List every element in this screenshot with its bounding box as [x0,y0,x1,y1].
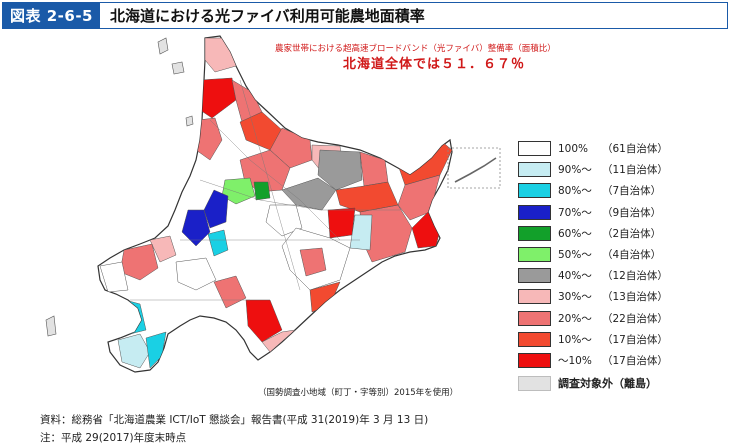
region-okhotsk-grey [317,149,363,191]
legend-item: 80%～ （7自治体） [518,180,723,201]
rishiri-island [171,61,185,75]
legend-swatch [518,162,551,178]
legend-label: 50%～ [558,249,592,262]
legend-item: 50%～ （4自治体） [518,244,723,265]
region-iburi [175,257,217,291]
legend-count: （17自治体） [602,333,668,346]
legend-count: （13自治体） [602,291,668,304]
region-oshima-north [99,261,129,293]
legend-swatch [518,141,551,157]
legend-item: 70%～ （9自治体） [518,202,723,223]
region-ishikari-blue [181,209,211,247]
legend-label: 30%～ [558,291,592,304]
region-abashiri-red [327,207,356,239]
legend-swatch [518,247,551,263]
region-okhotsk-east [359,151,389,187]
legend-count: （7自治体） [602,185,662,198]
legend-swatch [518,183,551,199]
legend-label: 60%～ [558,227,592,240]
legend-count: （61自治体） [602,143,668,156]
legend-swatch [518,204,551,220]
legend-item: 30%～ （13自治体） [518,286,723,307]
legend-label: 調査対象外（離島） [558,377,657,391]
region-shiribeshi-red [149,235,177,263]
region-furano [265,204,303,237]
rebun-island [157,37,169,55]
legend-swatch [518,310,551,326]
legend-item: 60%～ （2自治体） [518,223,723,244]
region-akan [349,214,373,251]
legend-count: （12自治体） [602,270,668,283]
region-hakodate [117,333,151,369]
legend-swatch [518,225,551,241]
region-tokachi-red [299,247,327,277]
legend-swatch [518,352,551,368]
legend-label: 80%～ [558,185,592,198]
legend-count: （17自治体） [602,354,668,367]
hokkaido-map [45,35,501,373]
figure-title-bar: 図表 2-6-5 北海道における光ファイバ利用可能農地面積率 [2,2,728,29]
legend-item: 90%～ （11自治体） [518,159,723,180]
legend-item: 10%～ （17自治体） [518,329,723,350]
map-note: （国勢調査小地域（町丁・字等別）2015年を使用） [258,388,459,398]
region-sorachi-darkgreen [253,181,271,201]
region-sorachi-green [221,177,256,205]
legend-swatch [518,268,551,284]
kuril-inset [447,147,501,189]
legend-count: （2自治体） [602,227,662,240]
map-subtitle: 農家世帯における超高速ブロードバンド（光ファイバ）整備率（面積比） [275,44,556,54]
legend-count: （22自治体） [602,312,668,325]
legend-label: 70%～ [558,206,592,219]
legend-label: 90%～ [558,164,592,177]
legend-count: （9自治体） [602,206,662,219]
legend-count: （11自治体） [602,164,668,177]
legend: 100% （61自治体） 90%～ （11自治体） 80%～ （7自治体） 70%～ （… [518,138,723,391]
region-kitami [335,181,399,213]
region-hidaka-pink [261,329,296,353]
figure-number: 図表 2-6-5 [3,3,100,28]
okushiri-island [45,315,57,337]
legend-label: 20%～ [558,312,592,325]
municipality-fills [99,37,452,369]
region-sorachi-blue [203,189,229,229]
region-kamikawa-grey [281,177,337,211]
legend-swatch [518,375,551,391]
map-headline: 北海道全体では５１．６７％ [343,57,526,72]
legend-swatch [518,331,551,347]
legend-label: 100% [558,142,589,155]
legend-item: 20%～ （22自治体） [518,308,723,329]
footnote: 注：平成 29(2017)年度末時点 [40,432,187,444]
legend-label: 10%～ [558,333,592,346]
legend-label: ～10% [558,354,592,367]
legend-item-excluded: 調査対象外（離島） [518,375,723,391]
kuril-islands [454,157,497,183]
source-note: 資料：総務省「北海道農業 ICT/IoT 懇談会」報告書(平成 31(2019)… [40,414,429,426]
teuri-island [185,115,194,127]
legend-count: （4自治体） [602,249,662,262]
region-hidaka [245,299,283,343]
legend-item: 100% （61自治体） [518,138,723,159]
region-ishikari-cyan [207,229,229,257]
figure-title: 北海道における光ファイバ利用可能農地面積率 [110,7,425,25]
legend-item: ～10% （17自治体） [518,350,723,371]
legend-label: 40%～ [558,270,592,283]
legend-item: 40%～ （12自治体） [518,265,723,286]
municipality-borders [130,79,400,301]
legend-swatch [518,289,551,305]
